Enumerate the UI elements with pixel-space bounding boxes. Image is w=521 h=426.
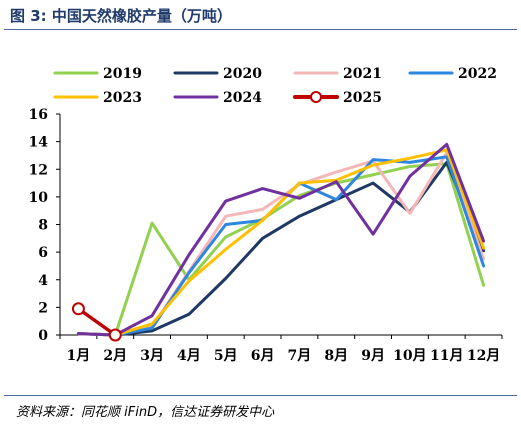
x-tick-label: 8月 xyxy=(324,348,348,364)
legend-label-2022: 2022 xyxy=(458,66,497,82)
x-tick-label: 3月 xyxy=(140,348,164,364)
x-tick-label: 11月 xyxy=(430,348,463,364)
series-lines xyxy=(71,142,486,342)
y-tick-label: 16 xyxy=(29,107,48,123)
series-line-2022 xyxy=(76,155,486,337)
legend-label-2019: 2019 xyxy=(103,66,142,82)
figure-title: 图 3: 中国天然橡胶产量（万吨） xyxy=(10,7,232,25)
y-tick-label: 0 xyxy=(38,328,48,344)
y-tick-label: 2 xyxy=(38,300,48,316)
legend-label-2020: 2020 xyxy=(223,66,262,82)
y-tick-label: 8 xyxy=(38,218,48,234)
series-line-2023 xyxy=(76,148,486,337)
bottom-rule xyxy=(4,395,517,396)
y-tick-label: 12 xyxy=(29,162,48,178)
y-tick-label: 14 xyxy=(29,135,49,151)
rubber-production-line-chart: 2019 2020 2021 2022 2023 2024 2025 0 2 4 6 8 10 12 14… xyxy=(29,66,503,364)
series-point-2025 xyxy=(71,302,85,316)
top-rule xyxy=(4,29,517,30)
x-tick-label: 4月 xyxy=(177,348,201,364)
series-line-2019 xyxy=(76,162,486,337)
series-line-2021 xyxy=(76,151,486,337)
x-tick-label: 9月 xyxy=(361,348,385,364)
x-tick-label: 2月 xyxy=(103,348,127,364)
legend-label-2025: 2025 xyxy=(343,90,382,106)
legend-marker-2025 xyxy=(310,91,322,103)
legend-label-2021: 2021 xyxy=(343,66,382,82)
y-tick-label: 10 xyxy=(29,190,49,206)
source-note: 资料来源：同花顺 iFinD，信达证券研发中心 xyxy=(16,405,275,420)
series-point-2025 xyxy=(108,328,122,342)
legend-label-2023: 2023 xyxy=(103,90,142,106)
series-line-2020 xyxy=(76,160,486,337)
legend-label-2024: 2024 xyxy=(223,90,262,106)
legend: 2019 2020 2021 2022 2023 2024 2025 xyxy=(53,66,497,106)
x-tick-label: 12月 xyxy=(467,348,500,364)
x-tick-label: 5月 xyxy=(214,348,238,364)
series-line-2025 xyxy=(76,307,117,337)
y-tick-label: 6 xyxy=(38,245,48,261)
x-tick-label: 1月 xyxy=(67,348,91,364)
axes: 0 2 4 6 8 10 12 14 16 1月 2月 3月 4月 5月 6月 7月 8月 9月 10月 11月 12月 xyxy=(29,107,503,364)
y-tick-label: 4 xyxy=(38,273,48,289)
x-tick-label: 6月 xyxy=(251,348,275,364)
x-tick-label: 10月 xyxy=(393,348,426,364)
series-line-2024 xyxy=(76,142,486,337)
x-tick-label: 7月 xyxy=(288,348,312,364)
